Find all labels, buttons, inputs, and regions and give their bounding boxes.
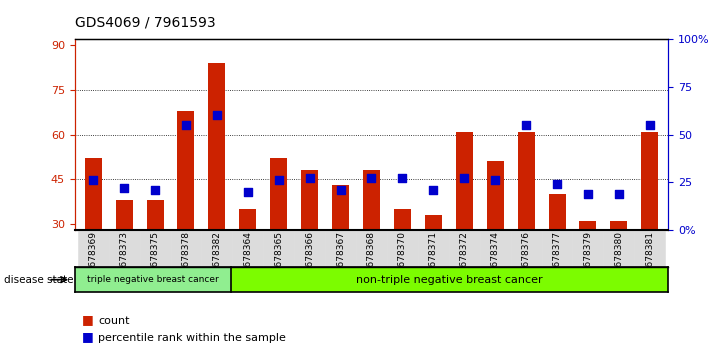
Text: GSM678368: GSM678368 <box>367 231 376 286</box>
Bar <box>387 230 418 267</box>
Bar <box>363 170 380 230</box>
Text: count: count <box>98 316 129 326</box>
Bar <box>418 230 449 267</box>
Text: GSM678372: GSM678372 <box>460 231 469 286</box>
Bar <box>146 200 164 230</box>
Bar <box>240 209 257 230</box>
Point <box>149 187 161 193</box>
Text: GSM678382: GSM678382 <box>213 231 221 286</box>
Text: percentile rank within the sample: percentile rank within the sample <box>98 333 286 343</box>
Bar <box>231 267 668 292</box>
Bar <box>425 215 442 230</box>
Text: GSM678376: GSM678376 <box>522 231 530 286</box>
Text: GSM678370: GSM678370 <box>398 231 407 286</box>
Bar <box>294 230 325 267</box>
Bar <box>75 267 231 292</box>
Text: GDS4069 / 7961593: GDS4069 / 7961593 <box>75 16 215 30</box>
Point <box>489 178 501 183</box>
Bar <box>486 161 503 230</box>
Bar <box>77 230 109 267</box>
Point <box>242 189 254 195</box>
Bar <box>604 230 634 267</box>
Bar <box>394 209 411 230</box>
Text: triple negative breast cancer: triple negative breast cancer <box>87 275 219 284</box>
Text: GSM678380: GSM678380 <box>614 231 624 286</box>
Text: GSM678373: GSM678373 <box>119 231 129 286</box>
Point <box>551 181 562 187</box>
Bar <box>232 230 263 267</box>
Bar <box>542 230 572 267</box>
Bar <box>510 230 542 267</box>
Point <box>181 122 192 128</box>
Bar <box>201 230 232 267</box>
Bar <box>572 230 604 267</box>
Point <box>644 122 656 128</box>
Text: GSM678369: GSM678369 <box>89 231 97 286</box>
Text: GSM678367: GSM678367 <box>336 231 345 286</box>
Point <box>119 185 130 191</box>
Text: GSM678378: GSM678378 <box>181 231 191 286</box>
Text: ■: ■ <box>82 313 94 326</box>
Bar <box>139 230 171 267</box>
Bar <box>178 110 195 230</box>
Point <box>87 178 99 183</box>
Point <box>520 122 532 128</box>
Bar <box>641 132 658 230</box>
Bar <box>610 221 627 230</box>
Text: GSM678377: GSM678377 <box>552 231 562 286</box>
Point <box>211 113 223 118</box>
Point <box>304 176 316 181</box>
Text: GSM678381: GSM678381 <box>646 231 654 286</box>
Point <box>613 191 624 196</box>
Point <box>459 176 470 181</box>
Text: GSM678374: GSM678374 <box>491 231 500 286</box>
Bar <box>270 159 287 230</box>
Point <box>397 176 408 181</box>
Bar <box>171 230 201 267</box>
Point <box>582 191 594 196</box>
Text: ■: ■ <box>82 330 94 343</box>
Text: GSM678375: GSM678375 <box>151 231 159 286</box>
Point <box>365 176 377 181</box>
Bar <box>263 230 294 267</box>
Text: disease state: disease state <box>4 275 73 285</box>
Bar <box>85 159 102 230</box>
Text: non-triple negative breast cancer: non-triple negative breast cancer <box>356 275 543 285</box>
Point <box>273 178 284 183</box>
Bar <box>116 200 133 230</box>
Text: GSM678371: GSM678371 <box>429 231 438 286</box>
Bar <box>356 230 387 267</box>
Text: GSM678364: GSM678364 <box>243 231 252 286</box>
Bar <box>332 185 349 230</box>
Bar <box>208 63 225 230</box>
Bar <box>456 132 473 230</box>
Bar <box>325 230 356 267</box>
Text: GSM678366: GSM678366 <box>305 231 314 286</box>
Bar <box>480 230 510 267</box>
Bar <box>301 170 318 230</box>
Bar <box>109 230 139 267</box>
Text: GSM678379: GSM678379 <box>584 231 592 286</box>
Bar <box>634 230 665 267</box>
Bar <box>548 194 565 230</box>
Text: GSM678365: GSM678365 <box>274 231 283 286</box>
Bar <box>449 230 480 267</box>
Bar <box>518 132 535 230</box>
Point <box>427 187 439 193</box>
Point <box>335 187 346 193</box>
Bar <box>579 221 597 230</box>
